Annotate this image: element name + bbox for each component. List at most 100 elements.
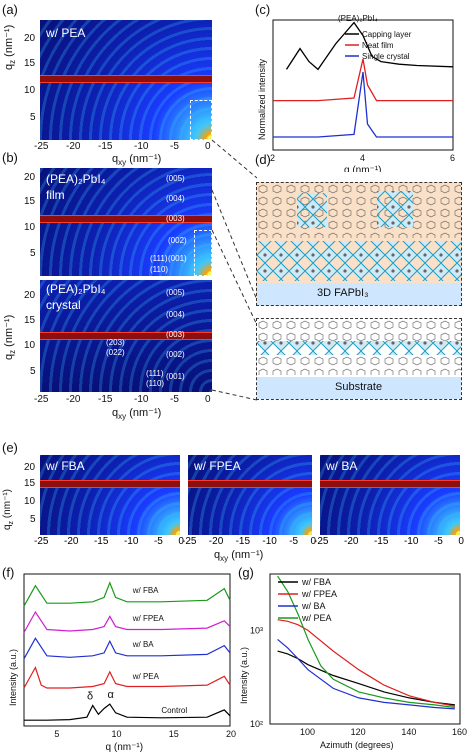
ytick: 10 xyxy=(24,222,36,233)
legend-label: Neat film xyxy=(362,41,394,50)
map-inset-label: w/ FBA xyxy=(46,459,85,473)
xtick: -25 xyxy=(34,394,49,405)
xtick: -15 xyxy=(98,394,113,405)
y-axis-label: qz (nm⁻¹) xyxy=(3,314,18,360)
legend-label: w/ FPEA xyxy=(301,589,337,599)
y-axis-label: Normalized intensity xyxy=(257,58,267,140)
y-axis-label: Intensity (a.u.) xyxy=(8,649,18,706)
hkl-label: (110) xyxy=(146,379,165,388)
xtick: -10 xyxy=(134,394,149,405)
ytick: 5 xyxy=(30,112,36,123)
ytick: 10 xyxy=(24,340,36,351)
legend-label: Single crystal xyxy=(362,52,410,61)
series-label: w/ PEA xyxy=(132,672,160,681)
hkl-label: (111) xyxy=(150,254,168,263)
giwaxs-map-film: (PEA)₂PbI₄ film (005) (004) (003) (002) … xyxy=(40,168,212,276)
xtick: -10 xyxy=(134,141,149,152)
series-label: w/ FBA xyxy=(132,586,159,595)
detector-gap-band xyxy=(40,480,180,488)
schematic-top: 3D FAPbI₃ xyxy=(256,182,462,306)
xticks-fba: -25 -20 -15 -10 -5 0 xyxy=(34,536,184,547)
chart-panel-c: 2 4 6 q (nm⁻¹) Normalized intensity Capping l… xyxy=(257,19,455,172)
series-label: w/ FPEA xyxy=(132,614,165,623)
detector-gap-band xyxy=(40,75,212,83)
x-axis-label: qxy (nm⁻¹) xyxy=(214,549,264,564)
hkl-label: (003) xyxy=(166,214,185,223)
legend-label: w/ PEA xyxy=(301,613,332,623)
hkl-label: (005) xyxy=(166,288,185,297)
series-line-3 xyxy=(23,666,231,689)
hkl-label: (111) xyxy=(146,369,164,378)
series-line-4 xyxy=(24,703,231,721)
series-line-0 xyxy=(23,581,231,607)
series-line-1 xyxy=(277,619,456,707)
detector-gap-band xyxy=(40,332,212,340)
series-label: Control xyxy=(161,706,187,715)
series-line-1 xyxy=(23,610,231,633)
ytick: 15 xyxy=(24,315,36,326)
panel-label-g: (g) xyxy=(238,565,254,580)
zoom-region-box xyxy=(194,230,212,276)
detector-gap-band xyxy=(40,215,212,223)
chart-panel-g: w/ FBA w/ FPEA w/ BA w/ PEA 100 120 140 160 10³ 1… xyxy=(239,573,467,750)
ytick: 15 xyxy=(24,478,36,489)
xtick: 4 xyxy=(360,153,365,163)
xtick: 120 xyxy=(351,727,366,737)
xtick: 20 xyxy=(226,729,236,739)
x-axis-label: q (nm⁻¹) xyxy=(106,742,144,752)
hkl-label: (001) xyxy=(166,372,185,381)
plot-frame xyxy=(272,19,454,151)
map-inset-label: w/ BA xyxy=(326,459,358,473)
ytick: 10² xyxy=(250,719,263,729)
connector-lines xyxy=(211,139,258,401)
sample-label: (PEA)₂PbI₄ xyxy=(46,172,106,186)
ytick: 20 xyxy=(24,290,36,301)
y-axis-label: qz (nm⁻¹) xyxy=(3,24,18,70)
sample-label: film xyxy=(46,188,65,202)
panel-label-f: (f) xyxy=(2,565,15,580)
x-axis-label: q (nm⁻¹) xyxy=(344,165,382,172)
series-line-0 xyxy=(285,21,454,71)
hkl-label: (004) xyxy=(166,194,185,203)
xtick: -20 xyxy=(66,141,81,152)
sample-label: (PEA)₂PbI₄ xyxy=(46,282,106,296)
plot-frame xyxy=(269,573,461,725)
map-inset-label: w/ FPEA xyxy=(194,459,241,473)
ytick: 5 xyxy=(30,514,36,525)
series-line-2 xyxy=(23,637,231,660)
xtick: -20 xyxy=(66,394,81,405)
legend-label: w/ BA xyxy=(301,601,326,611)
xtick: 15 xyxy=(169,729,179,739)
giwaxs-map-fpea: w/ FPEA xyxy=(188,455,312,535)
ytick: 5 xyxy=(30,248,36,259)
series-line-2 xyxy=(273,71,453,138)
schematic-bottom: Substrate xyxy=(256,318,462,400)
panel-label-c: (c) xyxy=(255,2,271,17)
legend-label: w/ FBA xyxy=(301,577,331,587)
x-axis-label: qxy (nm⁻¹) xyxy=(112,407,162,422)
hkl-label: (001) xyxy=(168,254,187,263)
legend-title: (PEA)₂PbI₄ xyxy=(338,14,378,23)
annotation-alpha: α xyxy=(108,689,115,701)
giwaxs-map-ba: w/ BA xyxy=(320,455,460,535)
hkl-label: (002) xyxy=(166,350,185,359)
chart-panel-f: w/ FBA w/ FPEA w/ BA w/ PEA Control δ α 5 10 15 20… xyxy=(8,573,236,752)
detector-gap-band xyxy=(320,480,460,488)
ytick: 15 xyxy=(24,58,36,69)
giwaxs-map-fba: w/ FBA xyxy=(40,455,180,535)
sample-label: crystal xyxy=(46,298,81,312)
hkl-label: (110) xyxy=(150,265,169,274)
detector-gap-band xyxy=(188,480,312,488)
plot-frame xyxy=(23,573,231,727)
ytick: 20 xyxy=(24,462,36,473)
perovskite-schematic xyxy=(257,183,461,305)
panel-label-e: (e) xyxy=(2,440,18,455)
xtick: 10 xyxy=(112,729,122,739)
ytick: 15 xyxy=(24,196,36,207)
xticks-fpea: -25 -20 -15 -10 -5 0 xyxy=(182,536,316,547)
giwaxs-map-pea: w/ PEA xyxy=(40,20,212,140)
xtick: 2 xyxy=(270,153,275,163)
panel-label-b: (b) xyxy=(2,150,18,165)
ytick: 20 xyxy=(24,172,36,183)
xtick: -5 xyxy=(170,394,179,405)
